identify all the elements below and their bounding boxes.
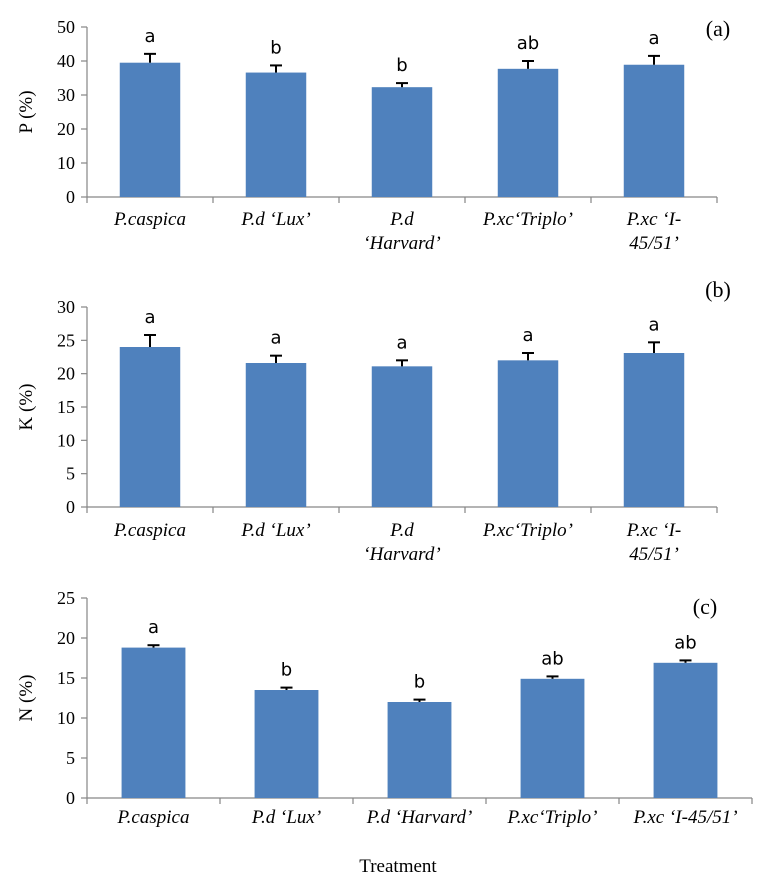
panel-label: (a) — [706, 16, 730, 41]
bar — [121, 647, 186, 798]
bar — [497, 360, 559, 507]
panel-label: (c) — [693, 594, 717, 619]
bar — [245, 72, 307, 197]
bar — [623, 353, 685, 507]
y-tick-label: 15 — [57, 397, 75, 417]
y-tick-label: 20 — [57, 119, 75, 139]
x-tick-label: P.caspica — [113, 209, 186, 230]
x-axis-title: Treatment — [359, 856, 437, 877]
significance-label: b — [270, 37, 281, 58]
panel-label: (b) — [705, 277, 731, 302]
bar — [387, 702, 452, 798]
significance-label: ab — [674, 632, 696, 653]
chart-panel: 0 5 10 15 20 25 30 a P.caspica a P.d ‘Lux’ a P.d ‘Har… — [16, 277, 731, 565]
y-tick-label: 50 — [57, 17, 75, 37]
y-tick-label: 0 — [66, 187, 75, 207]
y-axis-title: P (%) — [16, 90, 37, 133]
significance-label: ab — [541, 648, 563, 669]
x-tick-label: P.caspica — [113, 520, 186, 541]
x-tick-label: P.d ‘Harvard’ — [363, 209, 440, 254]
x-tick-label: P.d ‘Lux’ — [240, 209, 310, 230]
significance-label: ab — [517, 33, 539, 54]
y-tick-label: 5 — [66, 748, 75, 768]
x-tick-label: P.d ‘Harvard’ — [366, 807, 473, 828]
bar — [497, 68, 559, 197]
bar — [245, 363, 307, 507]
significance-label: a — [144, 26, 155, 47]
chart-panel: 0 5 10 15 20 25 a P.caspica b P.d ‘Lux’ b P.d ‘Harv… — [16, 588, 753, 828]
significance-label: a — [648, 28, 659, 49]
x-tick-label: P.caspica — [117, 807, 190, 828]
significance-label: a — [396, 332, 407, 353]
bar — [371, 87, 433, 197]
y-tick-label: 25 — [57, 330, 75, 350]
bar — [520, 678, 585, 798]
x-tick-label: P.xc‘Triplo’ — [482, 209, 573, 230]
significance-label: b — [396, 55, 407, 76]
x-tick-label: P.d ‘Lux’ — [240, 520, 310, 541]
x-tick-label: P.xc ‘I-45/51’ — [626, 209, 682, 254]
y-tick-label: 10 — [57, 708, 75, 728]
significance-label: a — [270, 328, 281, 349]
significance-label: b — [414, 672, 425, 693]
y-tick-label: 10 — [57, 153, 75, 173]
significance-label: b — [281, 660, 292, 681]
y-tick-label: 0 — [66, 788, 75, 808]
bar — [119, 62, 181, 198]
y-tick-label: 20 — [57, 364, 75, 384]
y-axis-title: N (%) — [16, 675, 37, 722]
y-tick-label: 10 — [57, 430, 75, 450]
bar — [254, 690, 319, 798]
y-tick-label: 25 — [57, 588, 75, 608]
y-tick-label: 40 — [57, 51, 75, 71]
y-tick-label: 20 — [57, 628, 75, 648]
y-tick-label: 0 — [66, 497, 75, 517]
y-tick-label: 5 — [66, 464, 75, 484]
y-tick-label: 30 — [57, 297, 75, 317]
chart-panel: 0 10 20 30 40 50 a P.caspica b P.d ‘Lux’ b P.d ‘Harv… — [16, 16, 730, 254]
x-tick-label: P.xc‘Triplo’ — [507, 807, 598, 828]
y-tick-label: 30 — [57, 85, 75, 105]
bar — [623, 64, 685, 198]
significance-label: a — [148, 617, 159, 638]
x-tick-label: P.xc‘Triplo’ — [482, 520, 573, 541]
x-tick-label: P.d ‘Lux’ — [251, 807, 321, 828]
significance-label: a — [144, 307, 155, 328]
y-axis-title: K (%) — [16, 384, 37, 431]
significance-label: a — [648, 314, 659, 335]
significance-label: a — [522, 325, 533, 346]
x-tick-label: P.xc ‘I-45/51’ — [632, 807, 737, 828]
bar — [653, 662, 718, 798]
x-tick-label: P.xc ‘I-45/51’ — [626, 520, 682, 565]
y-tick-label: 15 — [57, 668, 75, 688]
bar — [371, 366, 433, 507]
x-tick-label: P.d ‘Harvard’ — [363, 520, 440, 565]
bar — [119, 347, 181, 507]
